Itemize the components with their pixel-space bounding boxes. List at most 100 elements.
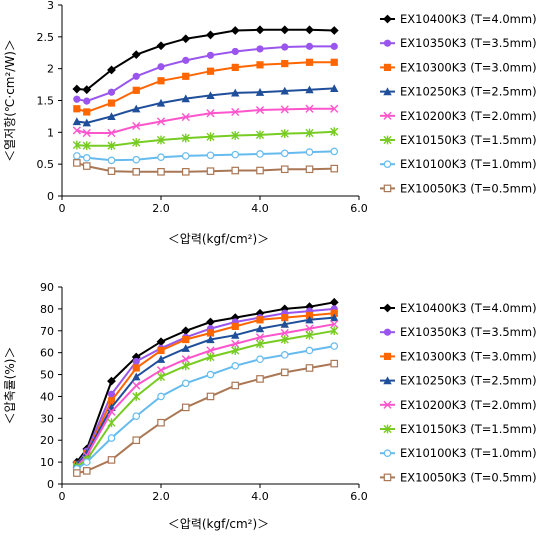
- data-point: [107, 390, 116, 398]
- data-point: [280, 320, 289, 328]
- legend-marker: [383, 400, 392, 409]
- data-point: [280, 351, 289, 359]
- x-axis-title: ＜압력(kgf/cm²)＞: [168, 232, 269, 246]
- data-point: [280, 328, 289, 338]
- data-point: [72, 84, 82, 94]
- legend-marker: [383, 328, 392, 336]
- data-point: [206, 352, 215, 362]
- legend-label: EX10050K3 (T=0.5mm): [400, 181, 536, 195]
- data-point: [305, 330, 314, 340]
- series-line: [76, 329, 335, 468]
- data-point: [255, 339, 265, 349]
- data-point: [107, 167, 116, 175]
- data-point: [182, 72, 190, 80]
- data-point: [305, 104, 314, 113]
- series-7: [73, 147, 339, 165]
- data-point: [330, 309, 338, 317]
- data-point: [280, 335, 289, 344]
- data-point: [107, 418, 116, 428]
- data-point: [182, 335, 190, 344]
- data-point: [82, 467, 91, 475]
- legend-entry: EX10050K3 (T=0.5mm): [380, 470, 536, 484]
- x-tick-label: 2.0: [152, 202, 170, 215]
- data-point: [107, 156, 116, 165]
- legend-marker: [383, 352, 392, 360]
- series-line: [76, 323, 335, 468]
- legend-entry: EX10400K3 (T=4.0mm): [380, 12, 536, 26]
- data-point: [206, 151, 215, 160]
- compression-rate-chart: 0 10 20 30 40 50 60 70 80 90 0 2.0 4.0 6.0 ＜압력(kgf/cm²…: [3, 281, 536, 531]
- data-point: [305, 165, 314, 174]
- data-point: [73, 469, 81, 477]
- legend-marker: [383, 424, 392, 434]
- data-point: [132, 86, 140, 94]
- y-axis-title: ＜압축률(%)＞: [3, 347, 17, 425]
- data-point: [206, 67, 215, 75]
- data-point: [231, 346, 240, 355]
- data-point: [82, 85, 92, 95]
- data-point: [330, 326, 339, 336]
- series-4: [72, 84, 339, 127]
- data-point: [305, 85, 314, 94]
- series-line: [76, 61, 335, 114]
- data-point: [230, 26, 240, 35]
- data-point: [329, 26, 339, 35]
- data-point: [73, 159, 81, 167]
- x-tick-label: 4.0: [251, 490, 269, 503]
- data-point: [157, 418, 165, 427]
- data-point: [280, 149, 289, 158]
- series-line: [76, 301, 335, 463]
- legend-label: EX10300K3 (T=3.0mm): [400, 60, 536, 74]
- data-point: [132, 168, 141, 176]
- data-point: [107, 407, 116, 416]
- data-point: [181, 112, 190, 122]
- data-point: [256, 150, 264, 158]
- series-3: [73, 309, 338, 468]
- series-8: [73, 359, 339, 477]
- thermal-resistance-chart: 0 0.5 1 1.5 2 2.5 3 0 2.0 4.0 6.0 ＜압력(kgf/cm²)＞ ＜열저항…: [3, 0, 536, 246]
- data-point: [280, 165, 289, 174]
- y-tick-label: 10: [40, 456, 54, 469]
- data-point: [231, 322, 239, 330]
- legend-label: EX10300K3 (T=3.0mm): [400, 349, 536, 363]
- data-point: [206, 317, 215, 327]
- data-point: [305, 311, 314, 320]
- legend-label: EX10050K3 (T=0.5mm): [400, 470, 536, 484]
- data-point: [132, 138, 141, 147]
- data-point: [73, 95, 81, 103]
- data-point: [132, 155, 141, 164]
- data-point: [83, 97, 91, 105]
- legend-marker: [383, 184, 392, 193]
- x-tick-label: 6.0: [350, 202, 368, 215]
- data-point: [206, 167, 215, 175]
- data-point: [231, 88, 240, 97]
- data-point: [132, 392, 141, 401]
- series-line: [76, 45, 335, 103]
- data-point: [255, 105, 265, 115]
- series-line: [76, 130, 335, 147]
- data-point: [305, 324, 314, 333]
- legend-label: EX10250K3 (T=2.5mm): [400, 374, 536, 388]
- y-tick-label: 60: [40, 347, 54, 360]
- data-point: [231, 381, 240, 390]
- y-tick-label: 0: [47, 190, 54, 203]
- data-point: [281, 314, 289, 322]
- data-point: [107, 88, 116, 96]
- data-point: [107, 99, 116, 107]
- series-line: [76, 307, 335, 465]
- legend-label: EX10150K3 (T=1.5mm): [400, 422, 536, 436]
- data-point: [305, 315, 314, 324]
- data-point: [255, 324, 265, 333]
- data-point: [206, 329, 215, 337]
- data-point: [330, 127, 339, 137]
- data-point: [330, 320, 339, 329]
- data-point: [156, 355, 166, 363]
- series-line: [76, 362, 335, 475]
- data-point: [156, 337, 166, 347]
- data-point: [107, 141, 116, 151]
- series-8: [73, 159, 339, 176]
- legend-entry: EX10350K3 (T=3.5mm): [380, 325, 536, 339]
- data-point: [305, 128, 314, 138]
- series-line: [76, 312, 335, 465]
